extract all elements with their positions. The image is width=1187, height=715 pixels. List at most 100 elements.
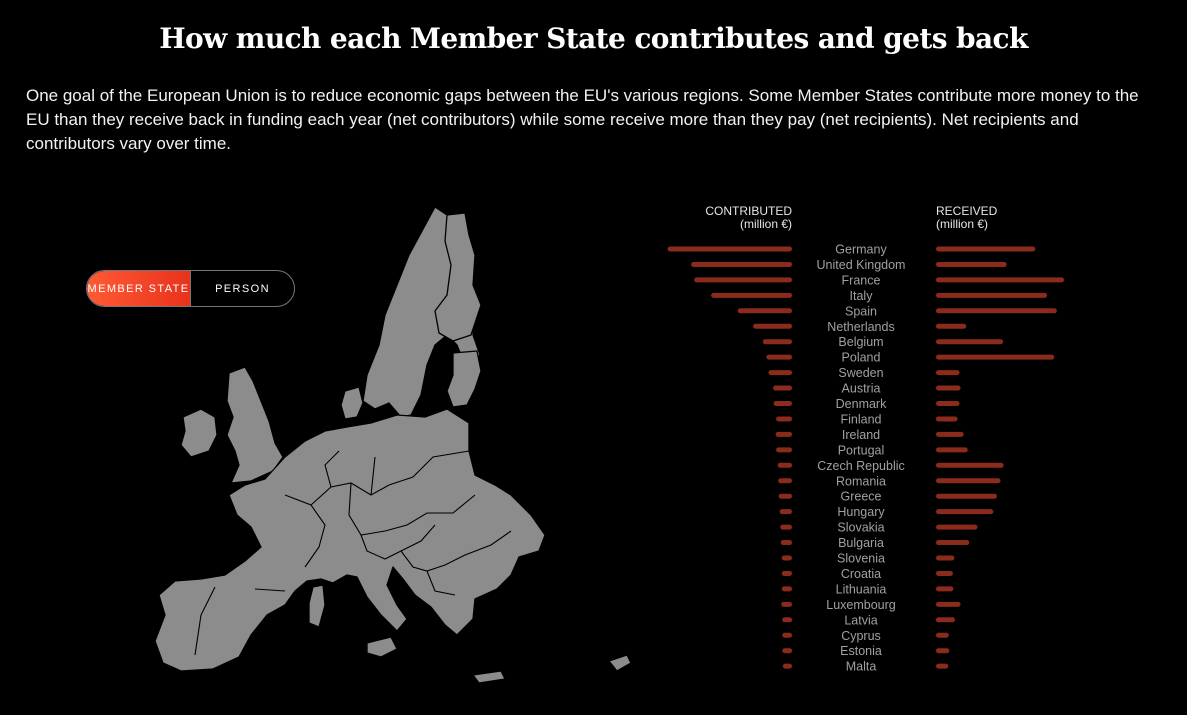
received-bar[interactable]	[936, 586, 954, 592]
country-label: Luxembourg	[826, 598, 896, 612]
received-bar[interactable]	[936, 292, 1048, 298]
baltics-region	[446, 350, 482, 408]
received-bar[interactable]	[936, 555, 955, 561]
received-bar[interactable]	[936, 524, 978, 530]
received-bar[interactable]	[936, 632, 949, 638]
country-label: Greece	[841, 490, 882, 504]
contributed-bar[interactable]	[777, 462, 792, 468]
country-label: Netherlands	[827, 320, 894, 334]
contributed-bar[interactable]	[775, 431, 792, 437]
country-label: Italy	[850, 289, 874, 303]
uk-region	[226, 366, 284, 484]
country-label: Croatia	[841, 567, 881, 581]
contributed-bar[interactable]	[778, 493, 792, 499]
received-bar[interactable]	[936, 447, 968, 453]
received-bar[interactable]	[936, 261, 1007, 267]
member-state-toggle-button[interactable]: MEMBER STATE	[87, 271, 190, 306]
received-bar[interactable]	[936, 493, 997, 499]
contributed-bar[interactable]	[780, 540, 792, 546]
received-bar[interactable]	[936, 323, 967, 329]
contributed-bar[interactable]	[694, 277, 792, 283]
received-unit: (million €)	[936, 217, 988, 231]
contributed-bar[interactable]	[781, 601, 792, 607]
received-bar[interactable]	[936, 370, 960, 376]
received-bar[interactable]	[936, 385, 961, 391]
contributed-bar[interactable]	[782, 648, 792, 654]
received-bar[interactable]	[936, 308, 1057, 314]
country-label: Ireland	[842, 428, 880, 442]
contributed-bar[interactable]	[776, 447, 792, 453]
contributed-bar[interactable]	[773, 401, 792, 406]
country-label: Lithuania	[836, 582, 887, 596]
received-bar[interactable]	[936, 277, 1064, 283]
country-label: Austria	[842, 382, 881, 396]
country-label: Malta	[846, 660, 877, 674]
border-lines	[194, 450, 512, 656]
country-label: Slovakia	[837, 521, 884, 535]
finland-region	[434, 212, 482, 342]
denmark-region	[340, 386, 364, 420]
received-header: RECEIVED	[936, 204, 998, 218]
contributed-bar[interactable]	[782, 617, 792, 623]
received-bar[interactable]	[936, 246, 1036, 252]
country-label: Estonia	[840, 644, 882, 658]
received-bar[interactable]	[936, 663, 949, 669]
received-bar[interactable]	[936, 416, 958, 422]
received-bar[interactable]	[936, 601, 961, 607]
received-bar[interactable]	[936, 648, 950, 654]
contributed-bar[interactable]	[782, 632, 792, 638]
contributed-bar[interactable]	[711, 292, 792, 298]
view-toggle[interactable]: MEMBER STATE PERSON	[86, 270, 295, 307]
country-label: Spain	[845, 304, 877, 318]
contribution-chart: CONTRIBUTED (million €) RECEIVED (millio…	[667, 204, 1064, 674]
eu-map[interactable]	[135, 195, 635, 695]
country-label: Belgium	[838, 335, 883, 349]
contributed-bar[interactable]	[781, 555, 792, 561]
country-label: Bulgaria	[838, 536, 884, 550]
continent-region	[154, 408, 546, 672]
country-label: Sweden	[838, 366, 883, 380]
person-toggle-button[interactable]: PERSON	[190, 271, 294, 306]
received-bar[interactable]	[936, 401, 960, 406]
contributed-bar[interactable]	[753, 323, 792, 329]
contributed-bar[interactable]	[776, 416, 792, 422]
contributed-bar[interactable]	[691, 261, 792, 267]
received-bar[interactable]	[936, 431, 964, 437]
contributed-bar[interactable]	[667, 246, 792, 252]
contributed-header: CONTRIBUTED	[705, 204, 792, 218]
contributed-bar[interactable]	[779, 509, 792, 515]
contributed-bar[interactable]	[737, 308, 792, 314]
country-label: France	[842, 273, 881, 287]
contributed-bar[interactable]	[781, 586, 792, 592]
intro-paragraph: One goal of the European Union is to red…	[26, 86, 1139, 153]
country-label: Slovenia	[837, 552, 885, 566]
crete-region	[472, 670, 506, 684]
contributed-bar[interactable]	[780, 524, 792, 530]
country-label: Latvia	[844, 613, 877, 627]
sicily-region	[366, 636, 398, 658]
contributed-bar[interactable]	[778, 478, 792, 484]
contributed-bar[interactable]	[782, 663, 792, 669]
contributed-bar[interactable]	[762, 339, 792, 345]
contributed-bar[interactable]	[781, 570, 792, 576]
country-label: Romania	[836, 474, 886, 488]
received-bar[interactable]	[936, 462, 1004, 468]
contributed-bar[interactable]	[773, 385, 792, 391]
received-bar[interactable]	[936, 354, 1055, 360]
country-label: United Kingdom	[817, 258, 906, 272]
received-bar[interactable]	[936, 509, 994, 515]
received-bar[interactable]	[936, 478, 1001, 484]
received-bar[interactable]	[936, 617, 955, 623]
received-bar[interactable]	[936, 570, 953, 576]
cyprus-region	[608, 654, 632, 672]
country-label: Denmark	[836, 397, 887, 411]
country-label: Poland	[842, 351, 881, 365]
received-bar[interactable]	[936, 339, 1004, 345]
contributed-bar[interactable]	[768, 370, 792, 376]
ireland-region	[180, 408, 218, 458]
received-bar[interactable]	[936, 540, 970, 546]
country-label: Czech Republic	[817, 459, 905, 473]
contributed-bar[interactable]	[766, 354, 792, 360]
sardinia-region	[308, 584, 326, 628]
country-label: Hungary	[837, 505, 885, 519]
